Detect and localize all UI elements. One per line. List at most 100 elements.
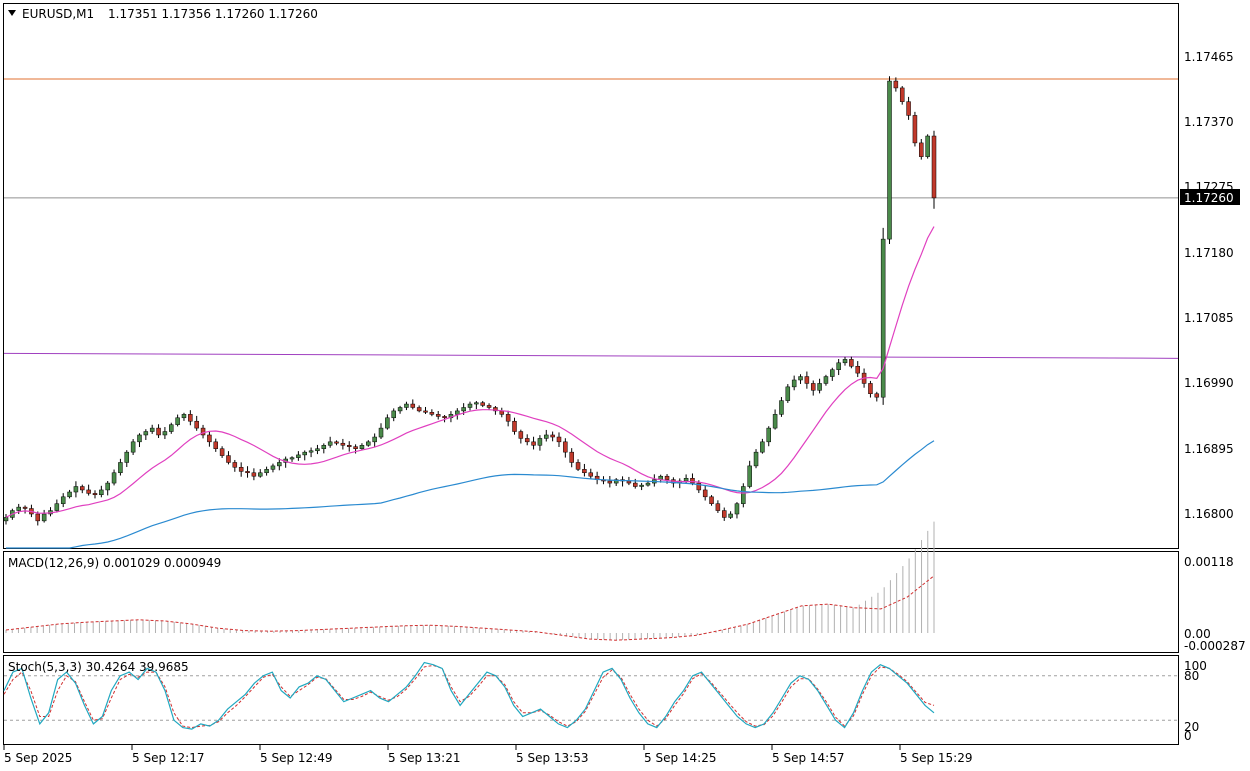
bull-candle	[270, 465, 276, 470]
bull-candle	[385, 417, 390, 429]
bull-candle	[296, 454, 301, 458]
bull-candle	[747, 465, 752, 487]
stoch-tick: 20	[1184, 720, 1199, 734]
macd-tick: -0.000287	[1184, 639, 1246, 653]
macd-indicator	[5, 521, 935, 641]
bull-candle	[130, 441, 136, 453]
bull-candle	[474, 402, 479, 405]
price-tick: 1.16990	[1184, 376, 1234, 390]
stoch-tick: 80	[1184, 669, 1199, 683]
bull-candle	[734, 503, 740, 515]
ohlc-values: 1.17351 1.17356 1.17260 1.17260	[108, 7, 318, 21]
bull-candle	[728, 513, 733, 518]
bear-candle	[346, 445, 352, 447]
bear-candle	[423, 410, 428, 413]
stoch-tick: 100	[1184, 659, 1207, 673]
bull-candle	[823, 376, 829, 384]
bull-candle	[41, 513, 47, 522]
bull-candle	[830, 369, 835, 377]
bear-candle	[238, 467, 244, 472]
bear-candle	[874, 393, 880, 398]
bear-candle	[80, 486, 85, 491]
bull-candle	[753, 451, 759, 467]
bear-candle	[563, 441, 568, 453]
bear-candle	[524, 438, 530, 443]
bear-candle	[810, 383, 816, 391]
bear-candle	[702, 489, 708, 498]
bull-candle	[887, 80, 892, 240]
bear-candle	[156, 427, 161, 436]
bull-candle	[378, 427, 384, 438]
price-tick: 1.16800	[1184, 507, 1234, 521]
bull-candle	[181, 414, 187, 419]
bear-candle	[893, 80, 899, 89]
bull-candle	[372, 436, 377, 443]
stoch-main-line	[3, 661, 935, 730]
macd-label: MACD(12,26,9) 0.001029 0.000949	[8, 556, 221, 570]
bear-candle	[575, 462, 581, 470]
bear-candle	[245, 471, 250, 474]
price-axis: 1.17465 1.17370 1.17275 1.17180 1.17085 …	[1180, 50, 1240, 521]
bull-candle	[791, 379, 797, 388]
bull-candle	[359, 445, 365, 449]
bull-candle	[105, 482, 110, 491]
bull-candle	[3, 517, 9, 522]
time-tick: 5 Sep 13:53	[516, 751, 588, 765]
bear-candle	[931, 135, 937, 199]
bear-candle	[906, 101, 911, 116]
bull-candle	[798, 376, 803, 381]
bear-candle	[912, 115, 918, 144]
bear-candle	[505, 414, 511, 422]
bull-candle	[175, 417, 180, 425]
bull-candle	[842, 359, 848, 364]
bear-candle	[715, 503, 721, 511]
bull-candle	[162, 431, 168, 436]
fast-moving-average	[5, 226, 935, 518]
time-tick: 5 Sep 14:25	[644, 751, 716, 765]
bull-candle	[149, 427, 155, 432]
bear-candle	[251, 472, 257, 477]
bear-candle	[899, 87, 905, 102]
bull-candle	[639, 484, 644, 487]
bull-candle	[111, 472, 117, 484]
bear-candle	[416, 407, 422, 412]
bear-candle	[86, 489, 91, 494]
time-axis: 5 Sep 2025 5 Sep 12:17 5 Sep 12:49 5 Sep…	[3, 745, 972, 765]
stochastic-indicator	[3, 661, 1178, 730]
bear-candle	[709, 496, 714, 504]
bear-candle	[435, 414, 441, 417]
current-price-label: 1.17260	[1184, 191, 1234, 205]
bull-candle	[880, 238, 886, 398]
bull-candle	[302, 451, 307, 456]
time-tick: 5 Sep 2025	[4, 751, 72, 765]
bull-candle	[772, 414, 778, 429]
bear-candle	[353, 446, 358, 449]
bear-candle	[556, 436, 562, 443]
bull-candle	[741, 486, 746, 504]
bear-candle	[512, 420, 517, 432]
bear-candle	[194, 420, 199, 429]
bull-candle	[143, 431, 149, 436]
bear-candle	[226, 455, 231, 463]
bear-candle	[569, 451, 574, 463]
bull-candle	[169, 424, 174, 432]
horizontal-levels	[3, 78, 1179, 359]
bear-candle	[219, 448, 225, 456]
bear-candle	[410, 403, 416, 408]
bull-candle	[836, 362, 841, 370]
bull-candle	[124, 451, 130, 463]
bull-candle	[461, 407, 466, 412]
symbol-dropdown-icon[interactable]	[8, 10, 16, 16]
stoch-label: Stoch(5,3,3) 30.4264 39.9685	[8, 660, 189, 674]
bear-candle	[550, 434, 555, 438]
bull-candle	[467, 403, 473, 408]
time-tick: 5 Sep 14:57	[772, 751, 844, 765]
bear-candle	[582, 469, 587, 474]
bear-candle	[849, 359, 854, 367]
macd-signal-line	[5, 575, 935, 641]
bear-candle	[855, 365, 860, 374]
bear-candle	[334, 441, 339, 444]
moving-averages	[5, 226, 935, 549]
main-pane[interactable]	[3, 3, 1179, 549]
